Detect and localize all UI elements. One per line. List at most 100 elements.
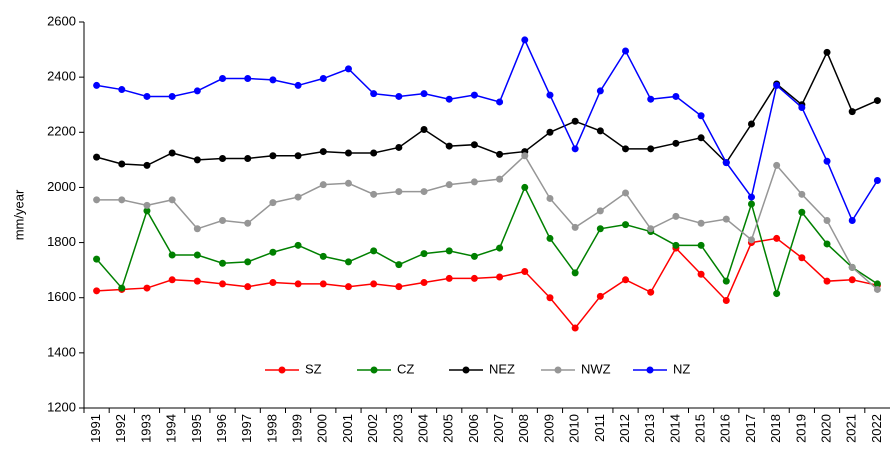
data-point <box>420 126 428 134</box>
data-point <box>521 183 529 191</box>
x-tick-label: 1991 <box>88 414 103 443</box>
x-tick-label: 2018 <box>768 414 783 443</box>
data-point <box>193 156 201 164</box>
data-point <box>697 270 705 278</box>
data-point <box>546 294 554 302</box>
data-point <box>672 92 680 100</box>
data-point <box>93 287 101 295</box>
data-point <box>496 244 504 252</box>
data-point <box>269 152 277 160</box>
data-point <box>370 190 378 198</box>
series-line <box>96 154 878 291</box>
legend-label: NEZ <box>489 361 515 376</box>
data-point <box>722 159 730 167</box>
x-tick-label: 2022 <box>869 414 884 443</box>
data-point <box>93 196 101 204</box>
data-point <box>647 225 655 233</box>
x-tick-label: 1992 <box>113 414 128 443</box>
x-tick-label: 2000 <box>315 414 330 443</box>
data-point <box>370 280 378 288</box>
data-point <box>143 201 151 209</box>
y-tick-label: 1800 <box>47 234 76 249</box>
data-point <box>118 86 126 94</box>
data-point <box>395 283 403 291</box>
legend-marker <box>462 366 470 374</box>
x-tick-label: 1996 <box>214 414 229 443</box>
data-point <box>672 241 680 249</box>
data-point <box>168 149 176 157</box>
legend-label: CZ <box>397 361 414 376</box>
data-point <box>244 283 252 291</box>
series-line <box>96 50 878 167</box>
data-point <box>319 252 327 260</box>
y-tick-label: 2000 <box>47 179 76 194</box>
data-point <box>672 139 680 147</box>
legend-label: NWZ <box>581 361 611 376</box>
data-point <box>747 120 755 128</box>
data-point <box>848 263 856 271</box>
data-point <box>596 225 604 233</box>
x-tick-label: 2006 <box>466 414 481 443</box>
data-point <box>370 90 378 98</box>
data-point <box>344 65 352 73</box>
data-point <box>420 250 428 258</box>
x-tick-label: 2013 <box>642 414 657 443</box>
data-point <box>445 142 453 150</box>
legend-marker <box>370 366 378 374</box>
legend-marker <box>646 366 654 374</box>
data-point <box>823 48 831 56</box>
data-point <box>219 217 227 225</box>
data-point <box>672 212 680 220</box>
data-point <box>647 145 655 153</box>
data-point <box>294 152 302 160</box>
data-point <box>93 81 101 89</box>
data-point <box>168 276 176 284</box>
data-point <box>445 181 453 189</box>
data-point <box>319 181 327 189</box>
data-point <box>496 273 504 281</box>
data-point <box>571 269 579 277</box>
x-tick-label: 2015 <box>693 414 708 443</box>
y-tick-label: 2600 <box>47 13 76 28</box>
series-line <box>96 237 878 330</box>
legend-marker <box>278 366 286 374</box>
legend-marker <box>554 366 562 374</box>
data-point <box>571 117 579 125</box>
data-point <box>93 153 101 161</box>
x-tick-label: 2016 <box>718 414 733 443</box>
y-tick-label: 2200 <box>47 124 76 139</box>
data-point <box>722 296 730 304</box>
data-point <box>143 207 151 215</box>
series-line <box>96 38 879 223</box>
data-point <box>496 150 504 158</box>
data-point <box>747 200 755 208</box>
data-point <box>395 92 403 100</box>
data-point <box>193 225 201 233</box>
x-tick-label: 1999 <box>290 414 305 443</box>
x-tick-label: 2007 <box>491 414 506 443</box>
data-point <box>848 276 856 284</box>
x-tick-label: 2010 <box>567 414 582 443</box>
data-point <box>395 143 403 151</box>
legend-label: NZ <box>673 361 690 376</box>
data-point <box>395 188 403 196</box>
data-point <box>647 288 655 296</box>
data-point <box>370 247 378 255</box>
x-tick-label: 2002 <box>365 414 380 443</box>
data-point <box>873 177 881 185</box>
x-tick-label: 2004 <box>415 414 430 443</box>
data-point <box>168 196 176 204</box>
data-point <box>370 149 378 157</box>
data-point <box>873 97 881 105</box>
data-point <box>521 36 529 44</box>
data-point <box>571 145 579 153</box>
data-point <box>168 251 176 259</box>
x-tick-label: 2014 <box>667 414 682 443</box>
data-point <box>622 221 630 229</box>
data-point <box>596 207 604 215</box>
data-point <box>244 219 252 227</box>
data-point <box>722 277 730 285</box>
data-point <box>118 284 126 292</box>
data-point <box>873 285 881 293</box>
data-point <box>823 277 831 285</box>
